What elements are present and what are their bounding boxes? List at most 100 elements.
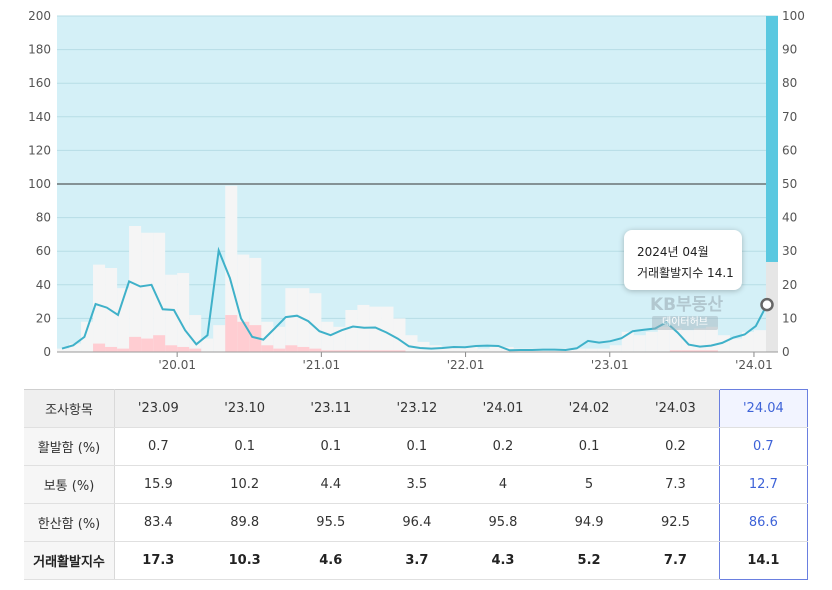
bar-quiet (381, 306, 394, 352)
bar-active (105, 346, 118, 352)
table-cell: 0.1 (287, 427, 374, 466)
bar-quiet (645, 331, 658, 352)
bar-quiet (717, 335, 730, 352)
table-col-header[interactable]: '23.11 (287, 389, 374, 428)
bar-quiet (753, 330, 766, 352)
table-cell: 89.8 (201, 503, 288, 542)
bar-active (273, 348, 286, 352)
bar-quiet (453, 346, 466, 352)
bar-quiet (597, 348, 610, 352)
bar-quiet (189, 315, 202, 352)
left-axis-tick-label: 100 (28, 177, 51, 191)
table-col-header[interactable]: '23.12 (373, 389, 460, 428)
bar-active (285, 345, 298, 352)
bar-quiet (609, 345, 622, 352)
bar-quiet (285, 288, 298, 352)
chart-area: 0 20 40 60 80 100 120 140 160 180 200 0 10 20 30 40 50 60… (28, 9, 805, 372)
table-cell: 94.9 (546, 503, 633, 542)
bar-quiet (657, 326, 670, 352)
bar-quiet (225, 185, 238, 352)
bar-quiet (681, 330, 694, 352)
left-axis-tick-label: 180 (28, 43, 51, 57)
watermark-sub: 데이터허브 (652, 316, 718, 330)
table-cell: 3.5 (373, 465, 460, 504)
table-cell-selected: 0.7 (718, 427, 809, 466)
bar-active (117, 348, 130, 352)
bar-quiet (693, 328, 706, 352)
table-cell: 0.1 (373, 427, 460, 466)
table-cell: 15.9 (114, 465, 202, 504)
table-cell: 96.4 (373, 503, 460, 542)
bar-quiet (417, 341, 430, 352)
bar-quiet (633, 335, 646, 352)
market-activity-chart: 0 20 40 60 80 100 120 140 160 180 200 0 10 20 30 40 50 60… (28, 9, 805, 372)
bar-active (693, 350, 706, 352)
bar-quiet (141, 232, 154, 352)
table-cell: 10.3 (201, 541, 288, 580)
tooltip-value: 거래활발지수 14.1 (637, 266, 734, 280)
table-cell: 7.3 (632, 465, 720, 504)
bar-quiet (369, 306, 382, 352)
bar-quiet (405, 335, 418, 352)
table-cell: 95.8 (459, 503, 547, 542)
bar-quiet (201, 338, 214, 352)
right-axis-tick-label: 60 (782, 143, 797, 157)
table-cell: 0.2 (632, 427, 720, 466)
index-line (61, 246, 768, 352)
bar-quiet (729, 338, 742, 352)
bar-active (345, 350, 358, 352)
right-axis-tick-label: 70 (782, 110, 797, 124)
bar-quiet (213, 325, 226, 352)
bar-quiet (165, 274, 178, 352)
bar-quiet (585, 348, 598, 352)
table-cell: 92.5 (632, 503, 720, 542)
bar-active (681, 350, 694, 352)
bar-active (369, 350, 382, 352)
right-axis-tick-label: 10 (782, 311, 797, 325)
bar-quiet (393, 318, 406, 352)
bar-active (153, 335, 166, 352)
table-col-header[interactable]: '23.09 (114, 389, 202, 428)
bar-active (309, 348, 322, 352)
left-axis-tick-label: 120 (28, 143, 51, 157)
table-cell: 10.2 (201, 465, 288, 504)
bar-quiet (321, 321, 334, 352)
table-col-header-selected[interactable]: '24.04 (718, 389, 809, 428)
left-axis-tick-label: 40 (36, 278, 51, 292)
bar-active (669, 350, 682, 352)
x-tick-label: '23.01 (591, 358, 629, 372)
last-point-marker (760, 297, 774, 312)
table-cell: 4.4 (287, 465, 374, 504)
left-axis-tick-label: 200 (28, 9, 51, 23)
table-cell-selected: 14.1 (718, 541, 809, 580)
bar-quiet (465, 346, 478, 352)
table-col-header[interactable]: '24.03 (632, 389, 720, 428)
bar-quiet (705, 326, 718, 352)
right-axis-tick-label: 30 (782, 244, 797, 258)
bar-active (705, 350, 718, 352)
table-header-label: 조사항목 (24, 389, 115, 428)
table-cell: 4.3 (459, 541, 547, 580)
right-axis-tick-label: 20 (782, 278, 797, 292)
table-cell: 17.3 (114, 541, 202, 580)
left-axis-tick-label: 160 (28, 76, 51, 90)
bar-quiet (573, 348, 586, 352)
table-cell: 0.2 (459, 427, 547, 466)
table-cell: 5.2 (546, 541, 633, 580)
data-table: 조사항목 '23.09 '23.10 '23.11 '23.12 '24.01 … (24, 389, 809, 580)
table-cell: 5 (546, 465, 633, 504)
chart-tooltip: 2024년 04월 거래활발지수 14.1 (624, 230, 742, 290)
right-axis-tick-label: 90 (782, 43, 797, 57)
x-tick-label: '21.01 (303, 358, 341, 372)
right-axis-tick-label: 0 (782, 345, 790, 359)
table-cell-selected: 86.6 (718, 503, 809, 542)
bar-quiet (117, 288, 130, 352)
left-axis-tick-label: 80 (36, 211, 51, 225)
left-axis-tick-label: 0 (43, 345, 51, 359)
table-col-header[interactable]: '23.10 (201, 389, 288, 428)
table-cell: 4 (459, 465, 547, 504)
table-col-header[interactable]: '24.01 (459, 389, 547, 428)
table-col-header[interactable]: '24.02 (546, 389, 633, 428)
table-cell-selected: 12.7 (718, 465, 809, 504)
table-row: 한산함 (%) 83.4 89.8 95.5 96.4 95.8 94.9 92… (24, 503, 809, 542)
